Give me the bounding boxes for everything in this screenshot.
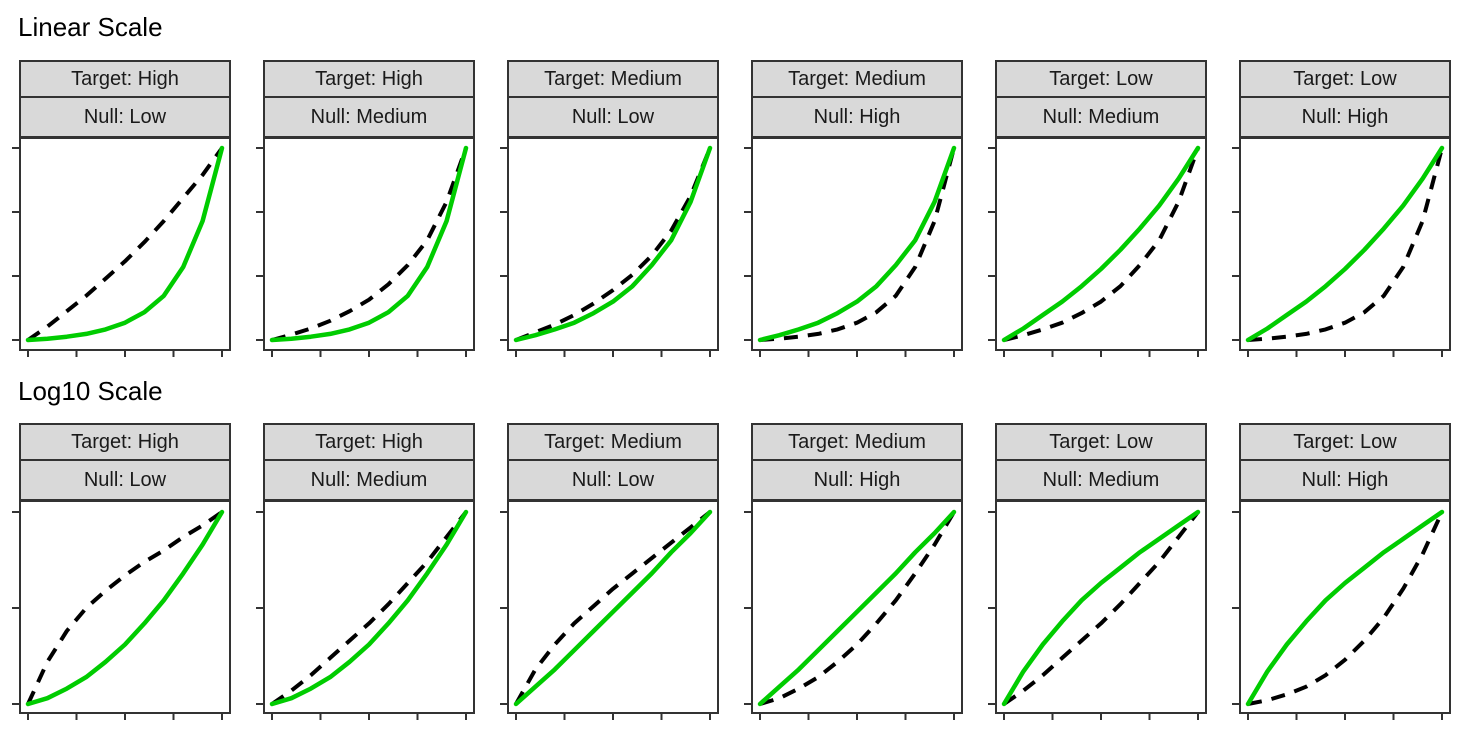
panel-border	[995, 500, 1207, 714]
strip-target: Target: High	[263, 423, 475, 461]
strip-null: Null: Low	[19, 461, 231, 501]
green-target-line	[25, 145, 225, 343]
green-target-line	[1245, 145, 1445, 343]
dashed-null-line	[271, 147, 468, 342]
panel-border	[19, 500, 231, 714]
panel-border	[1239, 137, 1451, 351]
panel-border	[263, 137, 475, 351]
panel-border	[263, 500, 475, 714]
row-title-linear: Linear Scale	[18, 12, 163, 42]
green-target-line	[1245, 509, 1445, 707]
strip-target: Target: Low	[995, 60, 1207, 98]
strip-target: Target: Medium	[751, 423, 963, 461]
strip-target: Target: Low	[1239, 423, 1451, 461]
dashed-null-line	[759, 147, 956, 342]
strip-target: Target: High	[19, 60, 231, 98]
strip-target: Target: High	[19, 423, 231, 461]
strip-null: Null: High	[751, 461, 963, 501]
dashed-null-line	[1247, 511, 1444, 706]
strip-null: Null: Low	[507, 461, 719, 501]
dashed-null-line	[1002, 510, 1200, 706]
green-target-line	[513, 509, 713, 707]
panel-border	[507, 137, 719, 351]
strip-null: Null: Medium	[995, 461, 1207, 501]
strip-null: Null: Medium	[995, 98, 1207, 138]
green-target-line	[269, 509, 469, 707]
strip-null: Null: High	[1239, 98, 1451, 138]
strip-target: Target: High	[263, 60, 475, 98]
panel-border	[1239, 500, 1451, 714]
green-target-line	[757, 145, 957, 343]
green-target-line	[1001, 145, 1201, 343]
green-target-line	[513, 145, 713, 343]
green-target-line	[757, 509, 957, 707]
dashed-null-line	[515, 147, 712, 342]
panel-border	[995, 137, 1207, 351]
strip-null: Null: High	[751, 98, 963, 138]
strip-target: Target: Medium	[507, 60, 719, 98]
dashed-null-line	[1247, 147, 1444, 342]
dashed-null-line	[26, 510, 224, 705]
dashed-null-line	[1003, 147, 1200, 342]
green-target-line	[1001, 509, 1201, 707]
strip-target: Target: Low	[1239, 60, 1451, 98]
strip-target: Target: Medium	[751, 60, 963, 98]
dashed-null-line	[514, 510, 712, 705]
dashed-null-line	[26, 146, 224, 342]
strip-null: Null: High	[1239, 461, 1451, 501]
strip-target: Target: Medium	[507, 423, 719, 461]
dashed-null-line	[759, 510, 956, 706]
strip-null: Null: Low	[507, 98, 719, 138]
green-target-line	[25, 509, 225, 707]
row-title-log10: Log10 Scale	[18, 376, 163, 406]
green-target-line	[269, 145, 469, 343]
strip-target: Target: Low	[995, 423, 1207, 461]
strip-null: Null: Medium	[263, 98, 475, 138]
dashed-null-line	[270, 510, 468, 706]
strip-null: Null: Medium	[263, 461, 475, 501]
strip-null: Null: Low	[19, 98, 231, 138]
panel-border	[19, 137, 231, 351]
panel-border	[751, 137, 963, 351]
